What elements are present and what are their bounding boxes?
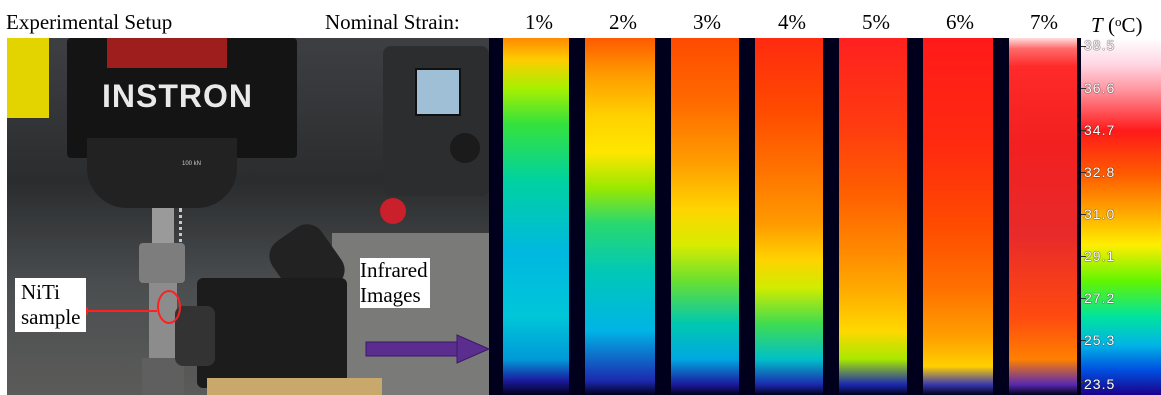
temperature-unit-close: C): [1121, 13, 1143, 37]
warning-sticker: [7, 38, 49, 118]
strain-label-5: 5%: [862, 10, 890, 34]
ir-strip-1: [503, 38, 569, 395]
ir-strip-4: [755, 38, 823, 395]
strain-label-2: 2%: [609, 10, 637, 34]
niti-label-line2: sample: [21, 305, 81, 329]
temp-tick-label: 29.1: [1084, 248, 1116, 264]
load-cell-label: 100 kN: [182, 161, 202, 167]
tick-mark: [1081, 340, 1086, 341]
ir-strip-5: [839, 38, 907, 395]
degree-sup: o: [1114, 14, 1122, 29]
tick-mark: [1081, 214, 1086, 215]
tick-mark: [1081, 382, 1086, 383]
niti-label-line1: NiTi: [21, 280, 60, 304]
strain-label-7: 7%: [1030, 10, 1058, 34]
infrared-camera: [197, 278, 347, 388]
tick-mark: [1081, 88, 1086, 89]
camera-stand: [207, 378, 382, 395]
infrared-arrow: [365, 334, 490, 364]
temp-tick-label: 34.7: [1084, 122, 1116, 138]
temperature-colorbar: 38.5 36.6 34.7 32.8 31.0 29.1 27.2 25.3 …: [1081, 37, 1161, 395]
instron-brand-text: INSTRON: [102, 78, 253, 114]
infrared-images-label: Infrared Images: [360, 258, 430, 308]
infrared-label-line2: Images: [360, 283, 421, 307]
strain-label-6: 6%: [946, 10, 974, 34]
strain-title: Nominal Strain:: [325, 10, 460, 34]
temp-tick-label: 23.5: [1084, 376, 1116, 392]
camera-lens: [175, 306, 215, 366]
sample-highlight-ring: [157, 290, 181, 324]
temp-tick-label: 25.3: [1084, 332, 1116, 348]
strain-label-1: 1%: [525, 10, 553, 34]
temp-tick-label: 32.8: [1084, 164, 1116, 180]
instron-logo-mark: [107, 38, 227, 68]
load-cell: [87, 138, 237, 208]
temperature-title: T (oC): [1091, 10, 1142, 37]
tick-mark: [1081, 256, 1086, 257]
ir-strip-6: [923, 38, 993, 395]
temp-tick-label: 27.2: [1084, 290, 1116, 306]
ir-strip-7: [1009, 38, 1077, 395]
strain-label-4: 4%: [778, 10, 806, 34]
infrared-images-panel: [489, 38, 1081, 395]
controller-screen: [415, 68, 461, 116]
ir-strip-2: [585, 38, 655, 395]
temp-tick-label: 36.6: [1084, 80, 1116, 96]
tick-mark: [1081, 46, 1086, 47]
tick-mark: [1081, 298, 1086, 299]
temp-tick-label: 38.5: [1084, 37, 1116, 53]
upper-rod: [152, 208, 174, 248]
strain-label-3: 3%: [693, 10, 721, 34]
ir-strip-3: [671, 38, 739, 395]
upper-grip: [139, 243, 185, 283]
setup-title: Experimental Setup: [6, 10, 173, 34]
setup-photo: INSTRON 100 kN NiTi sample: [7, 38, 489, 395]
infrared-label-line1: Infrared: [360, 258, 428, 282]
emergency-stop-button: [380, 198, 406, 224]
temperature-unit-open: (: [1102, 13, 1115, 37]
chain: [179, 208, 190, 268]
temp-tick-label: 31.0: [1084, 206, 1116, 222]
temperature-symbol: T: [1091, 13, 1103, 37]
controller-knob: [450, 133, 480, 163]
tick-mark: [1081, 130, 1086, 131]
tick-mark: [1081, 172, 1086, 173]
sample-arrow: [79, 307, 157, 315]
niti-sample-label: NiTi sample: [15, 278, 87, 332]
